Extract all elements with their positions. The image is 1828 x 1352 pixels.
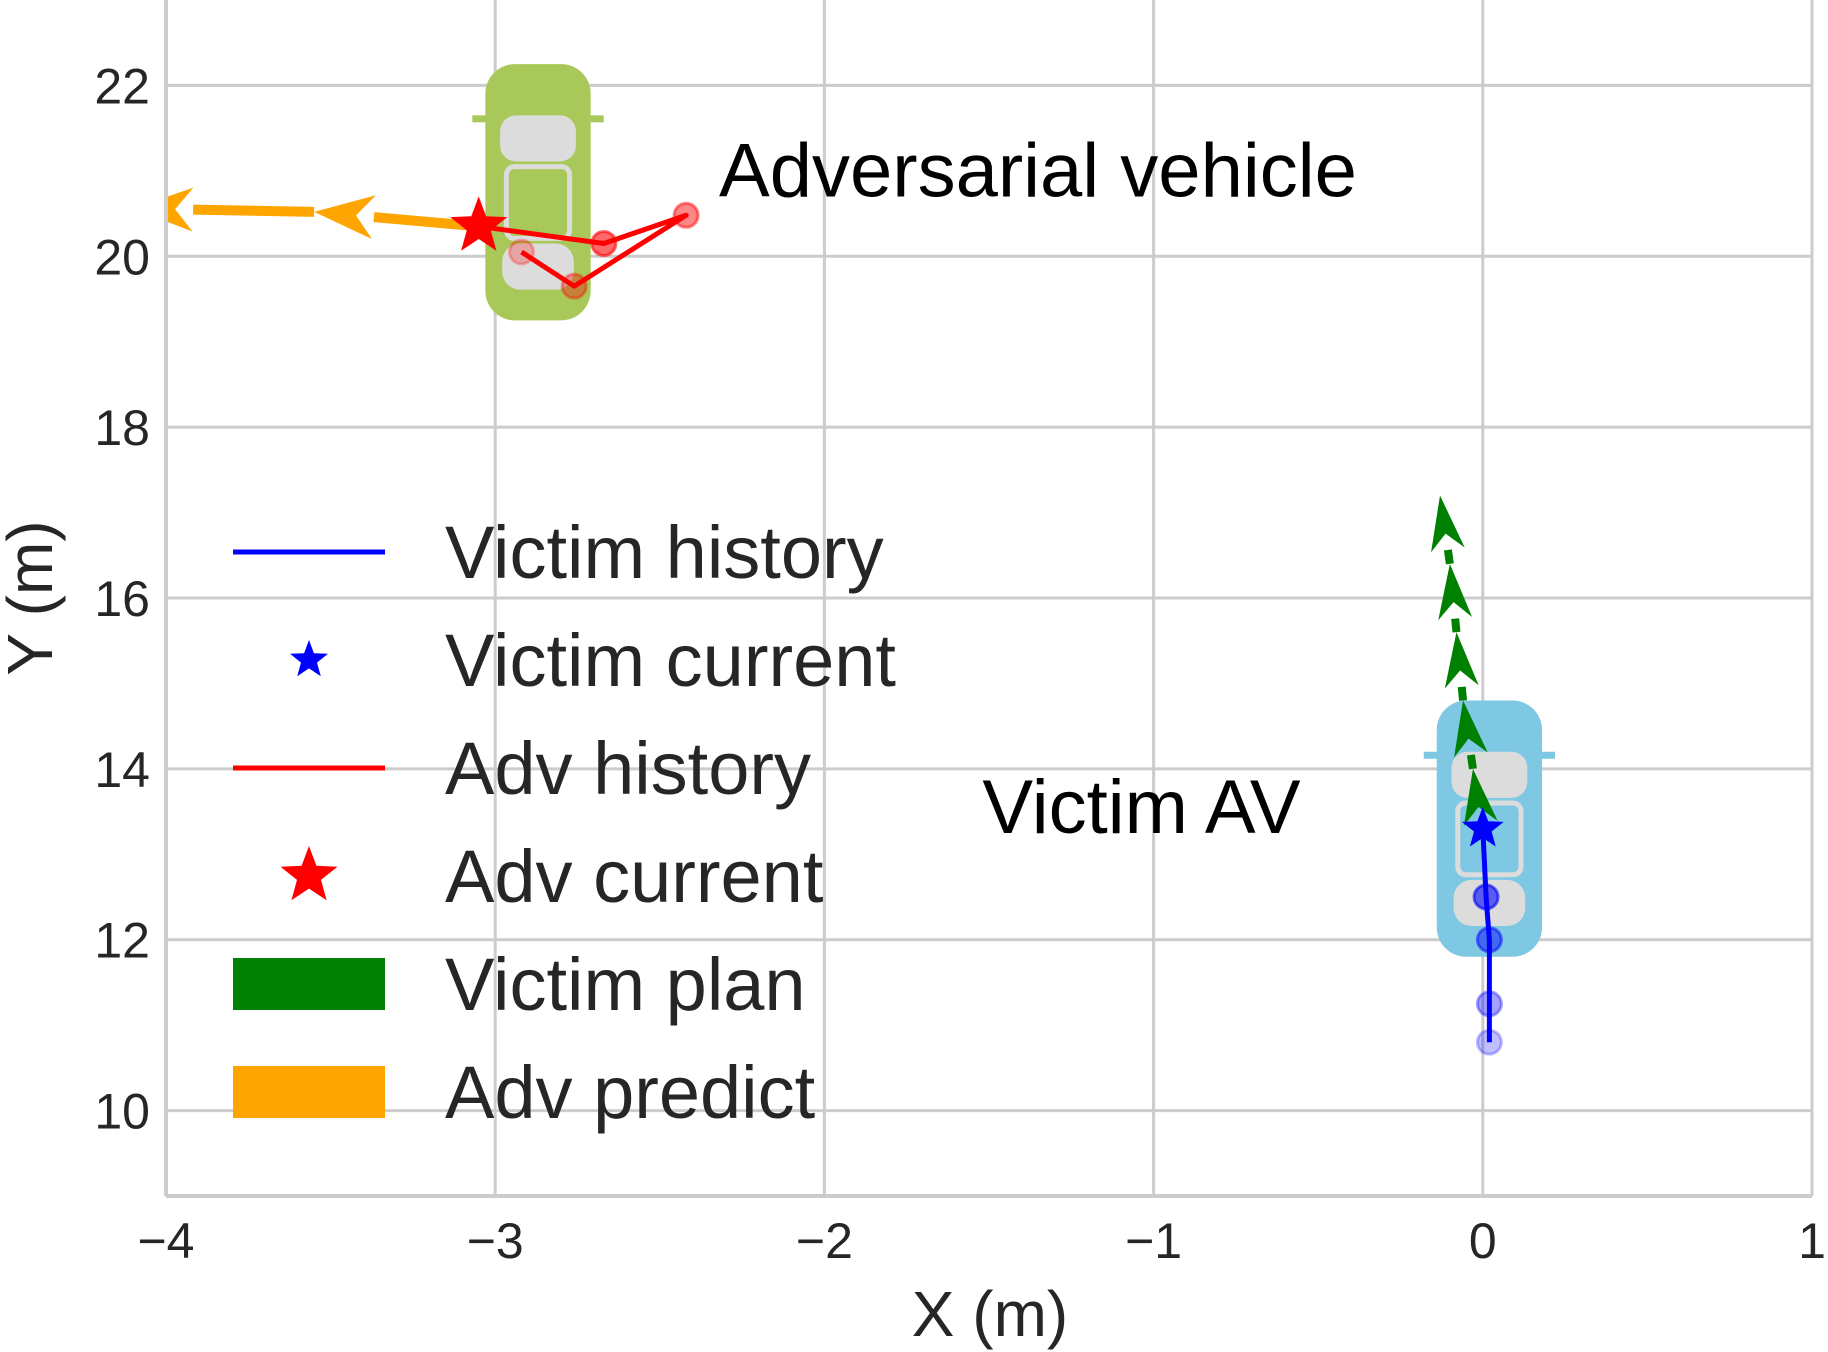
legend-victim-history: Victim history: [233, 511, 884, 594]
x-tick-label: 1: [1798, 1213, 1826, 1269]
legend-victim-history-label: Victim history: [445, 511, 884, 594]
legend-adv-predict: Adv predict: [233, 1051, 816, 1134]
adv-history-point: [672, 201, 700, 229]
victim-plan-head: [1454, 700, 1488, 758]
victim-history-point: [1475, 926, 1503, 954]
victim-current-marker: [1461, 806, 1504, 847]
legend-victim-current-label: Victim current: [445, 619, 896, 702]
victim-plan-shaft: [1451, 618, 1461, 633]
y-tick-label: 14: [94, 742, 150, 798]
victim-history-line: [1480, 828, 1492, 1043]
adv-history-line: [478, 212, 689, 289]
legend-adv-current-label: Adv current: [445, 835, 824, 918]
victim-plan-shaft: [1443, 549, 1454, 565]
adv-history-point: [508, 238, 536, 266]
legend-victim-current: Victim current: [290, 619, 896, 702]
legend-victim-plan-swatch: [233, 958, 385, 1010]
vehicle-windshield: [1451, 751, 1528, 798]
victim-plan-head: [1444, 632, 1479, 689]
adv-current-marker: [450, 196, 508, 251]
grid: [164, 0, 1814, 1196]
annotation-victim-av: Victim AV: [982, 765, 1300, 850]
y-tick-label: 20: [94, 229, 150, 285]
victim-plan-head: [1431, 495, 1465, 553]
victim-plan-head: [1438, 563, 1473, 621]
adv-predict-head: [314, 195, 376, 240]
victim-plan: [1431, 495, 1498, 838]
adversarial-vehicle: [472, 64, 604, 321]
series-layer: [166, 187, 1504, 1056]
legend-adv-history-label: Adv history: [445, 727, 811, 810]
vehicle-roof: [503, 164, 573, 241]
y-axis-label: Y (m): [0, 520, 66, 675]
y-tick-label: 18: [94, 400, 150, 456]
adv-predict-head: [166, 187, 194, 232]
victim-plan-shaft: [1466, 754, 1477, 770]
adv-history: [478, 201, 700, 300]
x-tick-label: 0: [1469, 1213, 1497, 1269]
victim-history-point: [1472, 883, 1500, 911]
legend-adv-current: Adv current: [280, 835, 824, 918]
victim-history-point: [1475, 1028, 1503, 1056]
y-tick-label: 16: [94, 571, 150, 627]
adv-history-point: [590, 229, 618, 257]
legend-adv-current-swatch: [280, 846, 338, 901]
y-tick-label: 12: [94, 913, 150, 969]
adv-predict-shaft: [192, 204, 315, 217]
legend-adv-history: Adv history: [233, 727, 811, 810]
vehicle-windshield: [500, 115, 576, 162]
vehicle-rear-window: [502, 243, 574, 290]
y-tick-label: 22: [94, 58, 150, 114]
x-tick-label: −4: [137, 1213, 194, 1269]
x-tick-label: −2: [796, 1213, 853, 1269]
legend-adv-predict-swatch: [233, 1066, 385, 1118]
legend: Victim history Victim current Adv history A…: [233, 511, 896, 1134]
x-tick-label: −1: [1125, 1213, 1182, 1269]
legend-victim-plan: Victim plan: [233, 943, 806, 1026]
adv-history-point: [560, 272, 588, 300]
victim-history: [1472, 828, 1503, 1056]
victim-plan-head: [1463, 768, 1498, 826]
legend-adv-predict-label: Adv predict: [445, 1051, 816, 1134]
victim-history-point: [1475, 990, 1503, 1018]
annotations: Adversarial vehicle Victim AV: [719, 128, 1357, 849]
annotation-adversarial-vehicle: Adversarial vehicle: [719, 128, 1357, 213]
legend-victim-current-swatch: [290, 640, 328, 677]
y-tick-label: 10: [94, 1084, 150, 1140]
victim-plan-shaft: [1457, 686, 1468, 701]
x-tick-label: −3: [467, 1213, 524, 1269]
plot-frame: [164, 0, 1812, 1198]
x-axis-label: X (m): [912, 1278, 1068, 1350]
tick-labels: −4 −3 −2 −1 0 1 10 12 14 16 18 20 22: [94, 58, 1826, 1269]
legend-victim-plan-label: Victim plan: [445, 943, 806, 1026]
